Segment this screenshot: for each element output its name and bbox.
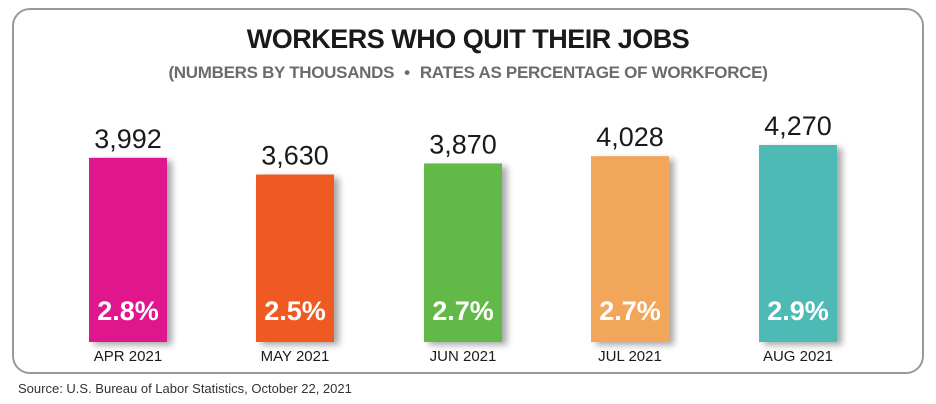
category-tick-label: JUN 2021 <box>430 348 497 365</box>
bar-rate-label: 2.8% <box>97 296 159 326</box>
bar-rate-label: 2.7% <box>432 296 494 326</box>
bar-jul-2021 <box>591 156 669 342</box>
subtitle-part-numbers: (NUMBERS BY THOUSANDS <box>168 63 395 82</box>
bar-value-label: 3,870 <box>429 129 497 159</box>
bar-value-label: 3,630 <box>261 141 329 171</box>
category-tick-label: MAY 2021 <box>261 348 330 365</box>
source-note: Source: U.S. Bureau of Labor Statistics,… <box>18 381 352 396</box>
bar-value-label: 4,270 <box>764 111 832 141</box>
bar-rate-label: 2.5% <box>264 296 326 326</box>
bar-value-label: 4,028 <box>596 122 664 152</box>
chart-title: WORKERS WHO QUIT THEIR JOBS <box>246 24 690 54</box>
subtitle-part-rates: RATES AS PERCENTAGE OF WORKFORCE) <box>419 63 768 82</box>
bar-jun-2021 <box>424 163 502 342</box>
bar-rate-label: 2.9% <box>767 296 829 326</box>
bar-may-2021 <box>256 174 334 342</box>
chart-subtitle: (NUMBERS BY THOUSANDS • RATES AS PERCENTAG… <box>0 63 936 83</box>
bar-aug-2021 <box>759 145 837 342</box>
category-tick-label: AUG 2021 <box>763 348 833 365</box>
subtitle-bullet: • <box>404 63 410 82</box>
bar-rate-label: 2.7% <box>599 296 661 326</box>
bar-apr-2021 <box>89 157 167 342</box>
category-tick-label: APR 2021 <box>94 348 162 365</box>
category-tick-label: JUL 2021 <box>598 348 662 365</box>
bar-value-label: 3,992 <box>94 124 162 154</box>
